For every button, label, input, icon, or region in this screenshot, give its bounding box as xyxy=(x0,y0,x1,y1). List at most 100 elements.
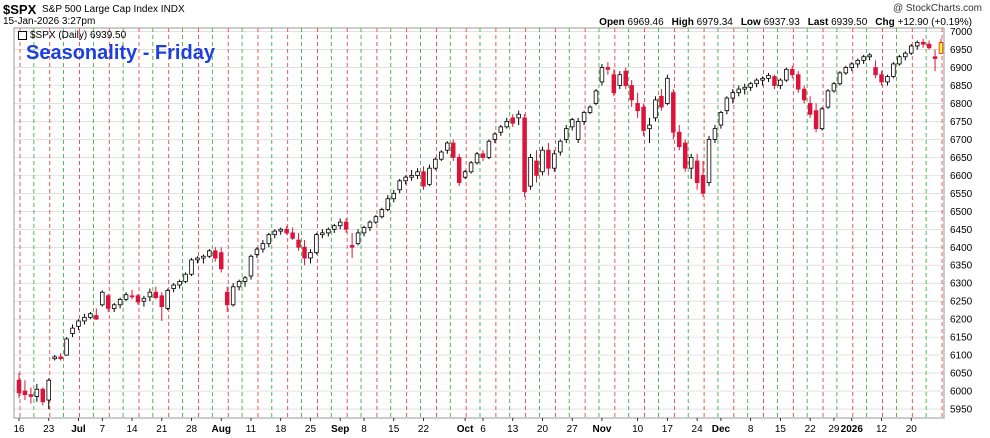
candle xyxy=(891,63,896,77)
candle xyxy=(677,131,682,148)
candle xyxy=(165,289,170,309)
low-value: 6937.93 xyxy=(763,17,800,28)
candle xyxy=(147,291,153,298)
ohlc-readout: Open 6969.46 High 6979.34 Low 6937.93 Last … xyxy=(599,17,980,28)
candle xyxy=(665,77,670,104)
candle xyxy=(171,284,176,289)
x-tick-label: 29 xyxy=(828,424,840,435)
candle xyxy=(819,108,825,130)
y-tick-label: 7000 xyxy=(950,27,973,38)
x-tick-label: Aug xyxy=(212,424,231,435)
candle xyxy=(468,162,474,173)
chg-label: Chg xyxy=(875,17,895,28)
x-tick-label: 13 xyxy=(507,424,519,435)
candle xyxy=(671,92,676,133)
x-tick-label: Dec xyxy=(712,424,731,435)
candle xyxy=(403,176,408,182)
candle xyxy=(748,83,753,88)
x-tick-label: 22 xyxy=(418,424,430,435)
candle xyxy=(879,74,884,83)
candle xyxy=(159,295,165,307)
y-tick-label: 6800 xyxy=(950,99,973,110)
candle xyxy=(224,291,230,306)
y-tick-label: 6000 xyxy=(950,387,973,398)
y-tick-label: 6300 xyxy=(950,279,973,290)
x-tick-label: Nov xyxy=(592,424,611,435)
candle xyxy=(58,356,63,360)
y-tick-label: 6950 xyxy=(950,45,973,56)
candle xyxy=(760,77,765,81)
candle xyxy=(480,153,486,158)
candle xyxy=(706,139,712,183)
candle xyxy=(593,90,599,104)
candle xyxy=(754,79,759,85)
y-tick-label: 6500 xyxy=(950,207,973,218)
candle xyxy=(712,128,718,140)
candle xyxy=(564,128,569,140)
candle xyxy=(605,67,611,70)
candle xyxy=(552,153,557,169)
x-tick-label: 16 xyxy=(13,424,25,435)
candle xyxy=(76,320,81,327)
candle xyxy=(629,85,634,101)
candle xyxy=(427,167,432,185)
candle xyxy=(450,142,456,158)
candle xyxy=(22,390,28,396)
x-tick-label: 27 xyxy=(567,424,579,435)
candle xyxy=(296,239,301,248)
candle xyxy=(28,394,34,397)
candle xyxy=(117,298,123,306)
candle xyxy=(540,149,545,173)
chart-title-overlay: Seasonality - Friday xyxy=(26,42,215,64)
candle xyxy=(189,259,194,275)
candle xyxy=(641,106,646,131)
candle xyxy=(813,110,819,130)
candle xyxy=(546,149,551,169)
y-tick-label: 6050 xyxy=(950,369,973,380)
y-tick-label: 6200 xyxy=(950,315,973,326)
candle xyxy=(784,68,789,81)
x-tick-label: 2026 xyxy=(841,424,864,435)
candle xyxy=(587,106,593,113)
candle xyxy=(355,232,361,245)
candle xyxy=(337,221,343,227)
y-tick-label: 6600 xyxy=(950,171,973,182)
x-tick-label: 8 xyxy=(361,424,367,435)
candle xyxy=(230,286,236,306)
candle xyxy=(778,79,783,86)
candle xyxy=(456,157,462,183)
candle xyxy=(433,158,438,169)
candle xyxy=(790,68,795,76)
x-tick-label: 10 xyxy=(632,424,644,435)
candle xyxy=(837,72,843,85)
candle xyxy=(94,315,99,320)
candle xyxy=(926,43,932,49)
candle xyxy=(486,140,492,158)
candle xyxy=(361,227,367,234)
candle xyxy=(52,356,57,360)
candle xyxy=(272,230,278,236)
candle xyxy=(219,252,224,270)
y-tick-label: 6650 xyxy=(950,153,973,164)
candle xyxy=(867,54,872,58)
x-tick-label: 14 xyxy=(126,424,138,435)
last-label: Last xyxy=(807,17,829,28)
candle xyxy=(724,97,730,112)
candle xyxy=(772,76,777,86)
candle xyxy=(183,273,188,282)
candle xyxy=(474,153,480,164)
candle xyxy=(195,257,200,261)
candle xyxy=(909,45,914,54)
candle xyxy=(718,112,724,126)
x-tick-label: 22 xyxy=(805,424,817,435)
candle xyxy=(439,151,444,160)
candle xyxy=(391,192,396,200)
candle xyxy=(510,117,515,124)
candle xyxy=(141,297,147,302)
candle xyxy=(730,92,736,99)
candle xyxy=(897,56,902,65)
candle xyxy=(807,103,813,115)
x-tick-label: 15 xyxy=(775,424,787,435)
x-tick-label: Sep xyxy=(331,424,349,435)
candle xyxy=(284,228,289,234)
